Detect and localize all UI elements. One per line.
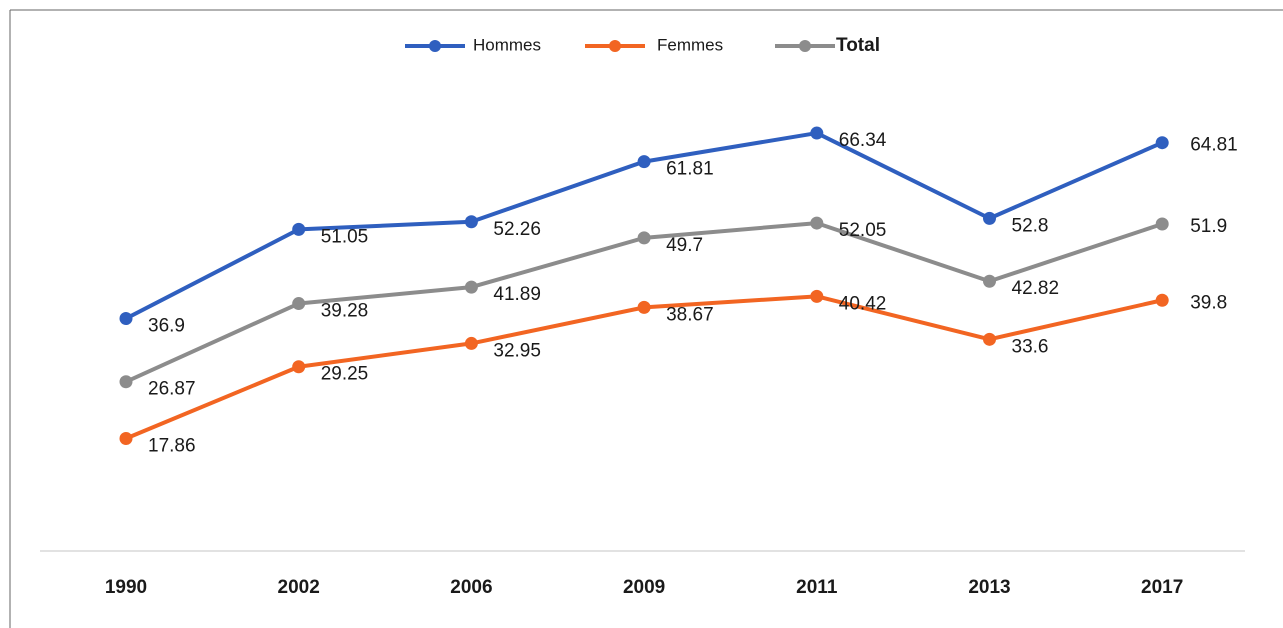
data-label: 17.86 — [148, 435, 196, 456]
data-label: 33.6 — [1012, 336, 1049, 357]
point — [1155, 136, 1169, 150]
x-tick-label: 2013 — [968, 577, 1010, 598]
point — [292, 222, 306, 236]
data-label: 29.25 — [321, 364, 369, 385]
data-label: 36.9 — [148, 316, 185, 337]
point — [983, 332, 996, 346]
point — [119, 375, 133, 389]
legend-marker — [429, 40, 441, 52]
point — [464, 280, 478, 294]
data-label: 51.9 — [1190, 216, 1227, 237]
x-tick-label: 1990 — [105, 577, 147, 598]
point — [1155, 217, 1169, 231]
point — [983, 274, 996, 288]
point — [1155, 293, 1169, 307]
data-label: 49.7 — [666, 235, 703, 256]
point — [637, 231, 651, 245]
data-label: 66.34 — [839, 130, 887, 151]
data-label: 41.89 — [493, 284, 541, 305]
x-tick-label: 2009 — [623, 577, 665, 598]
point — [119, 312, 133, 326]
point — [292, 360, 306, 374]
data-label: 38.67 — [666, 304, 714, 325]
point — [810, 216, 824, 230]
data-label: 52.26 — [493, 219, 541, 240]
x-tick-label: 2006 — [450, 577, 492, 598]
data-label: 61.81 — [666, 159, 714, 180]
point — [292, 297, 306, 311]
data-label: 40.42 — [839, 293, 887, 314]
legend-marker — [799, 40, 811, 52]
legend-marker — [609, 40, 621, 52]
data-label: 52.8 — [1012, 215, 1049, 236]
point — [810, 289, 824, 303]
point — [119, 431, 133, 445]
data-label: 64.81 — [1190, 135, 1238, 156]
legend-label: Hommes — [473, 35, 541, 54]
point — [983, 211, 996, 225]
point — [464, 215, 478, 229]
data-label: 32.95 — [493, 340, 541, 361]
x-tick-label: 2017 — [1141, 577, 1183, 598]
data-label: 51.05 — [321, 226, 369, 247]
data-label: 52.05 — [839, 220, 887, 241]
legend-label: Femmes — [657, 35, 723, 54]
x-tick-label: 2002 — [278, 577, 320, 598]
point — [637, 155, 651, 169]
point — [637, 300, 651, 314]
data-label: 42.82 — [1012, 278, 1060, 299]
point — [810, 126, 824, 140]
data-label: 26.87 — [148, 379, 196, 400]
data-label: 39.28 — [321, 301, 369, 322]
data-label: 39.8 — [1190, 292, 1227, 313]
x-tick-label: 2011 — [796, 577, 838, 598]
legend-label: Total — [836, 35, 880, 56]
point — [464, 336, 478, 350]
